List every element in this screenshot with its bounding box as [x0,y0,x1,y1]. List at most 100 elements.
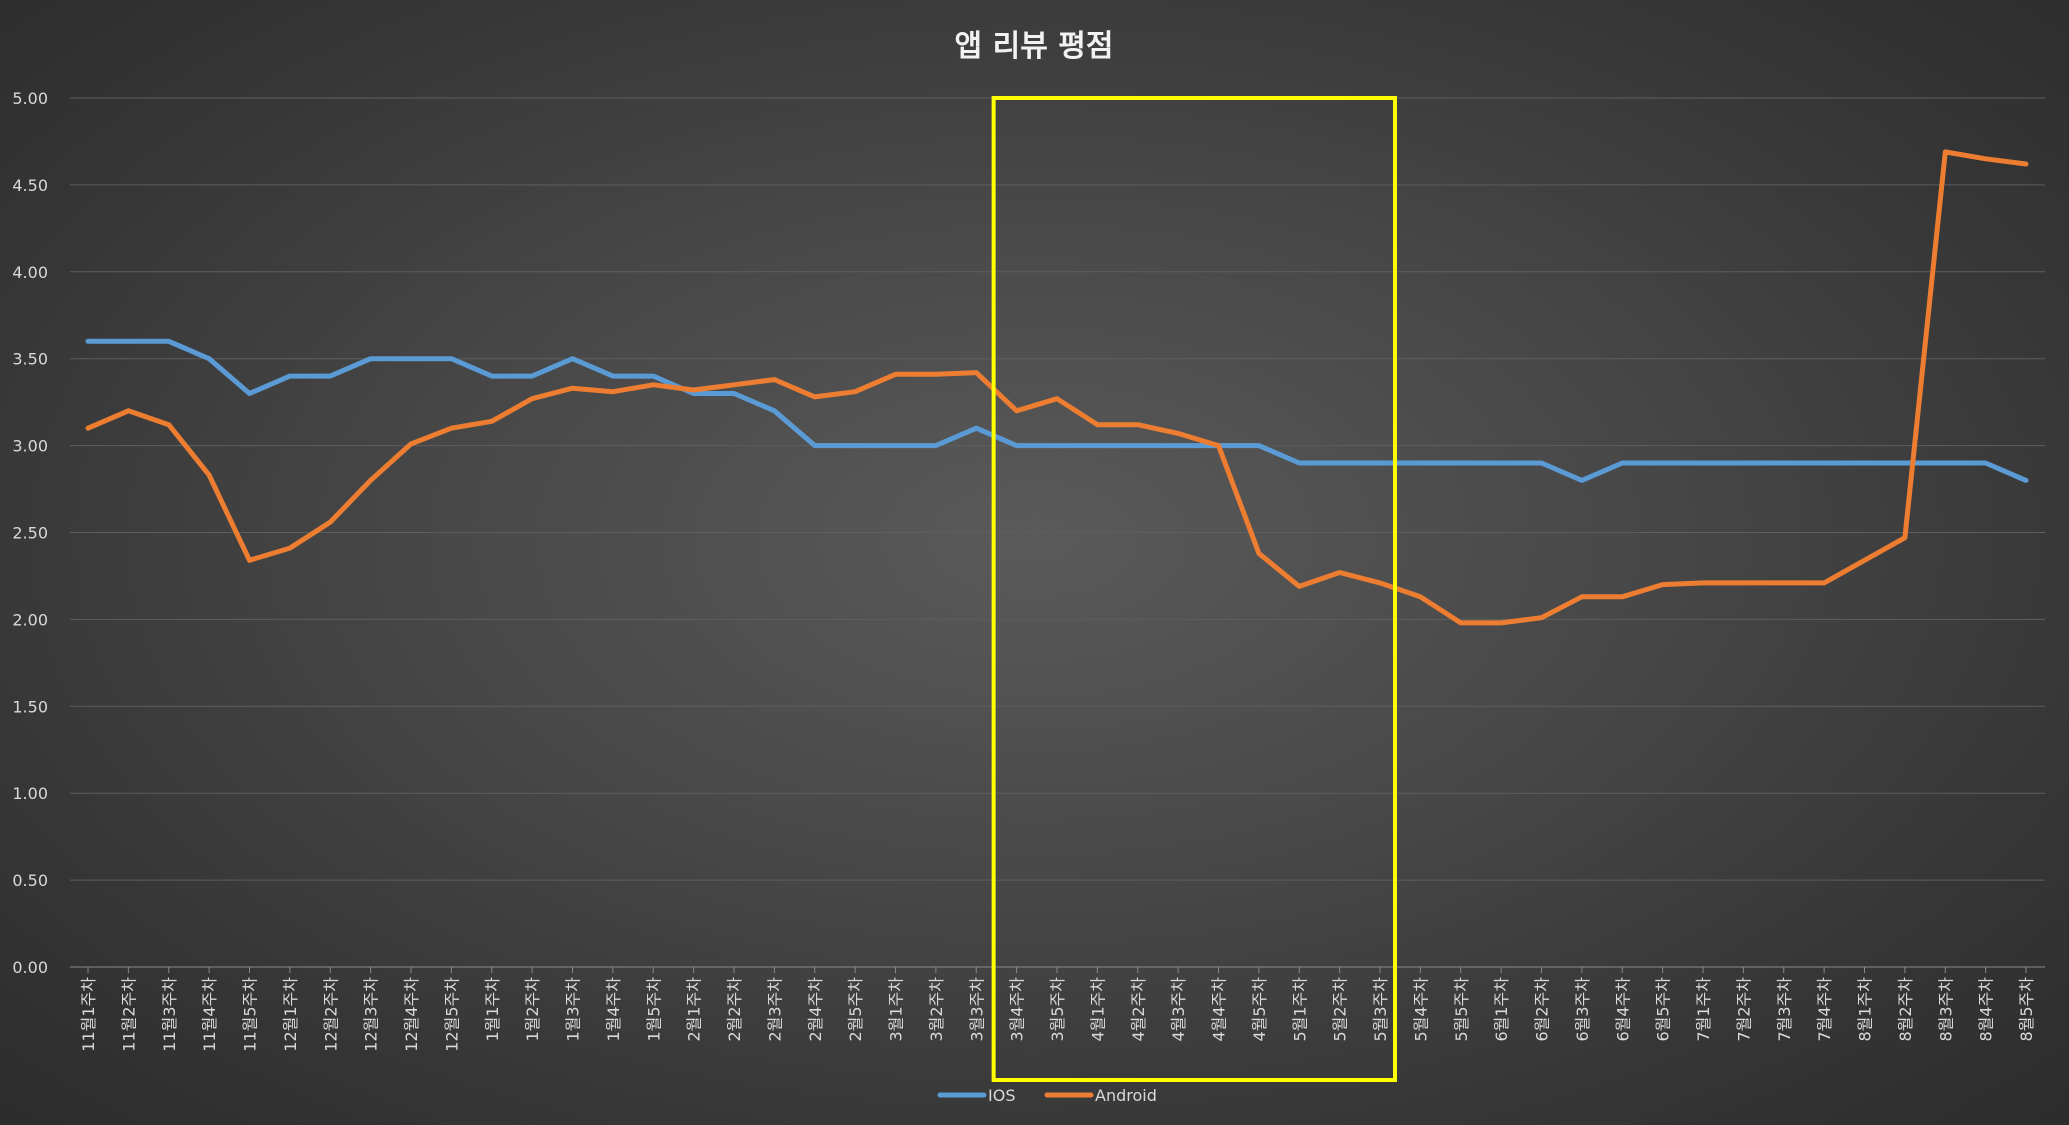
data-point-android [1740,580,1746,586]
x-tick-label: 4월4주차 [1210,977,1229,1042]
data-point-android [1498,620,1504,626]
data-point-android [973,370,979,376]
data-point-android [731,382,737,388]
x-tick-label: 11월3주차 [160,977,179,1052]
data-point-ios [1135,443,1141,449]
data-point-ios [1821,460,1827,466]
data-point-android [1781,580,1787,586]
legend-label-android: Android [1095,1086,1157,1105]
x-tick-label: 2월3주차 [765,977,784,1042]
data-point-ios [1094,443,1100,449]
legend-label-ios: IOS [988,1086,1015,1105]
x-tick-label: 5월4주차 [1411,977,1430,1042]
x-tick-label: 12월3주차 [362,977,381,1052]
gridlines [70,97,2045,973]
data-point-ios [1983,460,1989,466]
y-tick-label: 3.50 [12,350,48,369]
data-point-ios [1256,443,1262,449]
data-point-android [1256,550,1262,556]
y-tick-label: 5.00 [12,89,48,108]
data-point-ios [408,356,414,362]
data-point-android [1135,422,1141,428]
data-point-android [1417,594,1423,600]
data-point-android [1579,594,1585,600]
series-line-ios [85,338,2029,483]
x-tick-label: 4월5주차 [1250,977,1269,1042]
data-point-android [1983,156,1989,162]
x-tick-label: 1월2주차 [523,977,542,1042]
x-tick-label: 1월1주차 [483,977,502,1042]
data-point-android [691,387,697,393]
series-lines [85,149,2029,626]
x-tick-label: 8월4주차 [1977,977,1996,1042]
x-tick-label: 12월2주차 [321,977,340,1052]
data-point-ios [610,373,616,379]
x-tick-label: 4월2주차 [1129,977,1148,1042]
x-tick-label: 6월2주차 [1533,977,1552,1042]
data-point-android [1660,582,1666,588]
data-point-android [771,377,777,383]
data-point-ios [1862,460,1868,466]
data-point-ios [1942,460,1948,466]
x-tick-label: 11월5주차 [241,977,260,1052]
data-point-ios [771,408,777,414]
x-tick-label: 1월3주차 [564,977,583,1042]
x-tick-label: 11월1주차 [79,977,98,1052]
data-point-android [1216,443,1222,449]
data-point-ios [1175,443,1181,449]
data-point-ios [1337,460,1343,466]
data-point-android [206,472,212,478]
data-point-android [1458,620,1464,626]
x-tick-label: 6월3주차 [1573,977,1592,1042]
data-point-ios [1902,460,1908,466]
data-point-android [166,422,172,428]
x-tick-label: 11월2주차 [119,977,138,1052]
chart-title: 앱 리뷰 평점 [955,29,1114,64]
data-point-android [448,425,454,431]
highlight-box [991,96,1397,1082]
data-point-ios [731,390,737,396]
data-point-android [125,408,131,414]
data-point-android [247,557,253,563]
data-point-ios [1458,460,1464,466]
data-point-ios [973,425,979,431]
y-tick-label: 0.00 [12,958,48,977]
data-point-ios [1296,460,1302,466]
x-tick-label: 2월4주차 [806,977,825,1042]
data-point-ios [1054,443,1060,449]
data-point-android [570,385,576,391]
data-point-android [1094,422,1100,428]
y-tick-label: 2.00 [12,610,48,629]
x-tick-label: 5월3주차 [1371,977,1390,1042]
data-point-ios [368,356,374,362]
data-point-ios [1700,460,1706,466]
data-point-android [368,477,374,483]
x-tick-label: 6월1주차 [1492,977,1511,1042]
y-axis-tick-labels: 0.00 0.50 1.00 1.50 2.00 2.50 3.00 3.50 4.00 4.50… [12,89,48,977]
x-tick-label: 11월4주차 [200,977,219,1052]
data-point-ios [206,356,212,362]
data-point-android [812,394,818,400]
y-tick-label: 4.50 [12,176,48,195]
series-line-android [85,149,2029,626]
x-tick-label: 8월2주차 [1896,977,1915,1042]
data-point-ios [1660,460,1666,466]
x-tick-label: 4월1주차 [1088,977,1107,1042]
data-point-ios [1539,460,1545,466]
y-tick-label: 4.00 [12,263,48,282]
data-point-android [1862,557,1868,563]
data-point-ios [489,373,495,379]
x-tick-label: 8월5주차 [2017,977,2036,1042]
x-tick-label: 3월2주차 [927,977,946,1042]
data-point-ios [1579,477,1585,483]
data-point-android [1902,535,1908,541]
data-point-android [1337,569,1343,575]
data-point-android [1539,615,1545,621]
x-tick-label: 8월3주차 [1936,977,1955,1042]
data-point-android [327,519,333,525]
data-point-android [287,545,293,551]
data-point-android [610,389,616,395]
x-tick-label: 12월5주차 [442,977,461,1052]
